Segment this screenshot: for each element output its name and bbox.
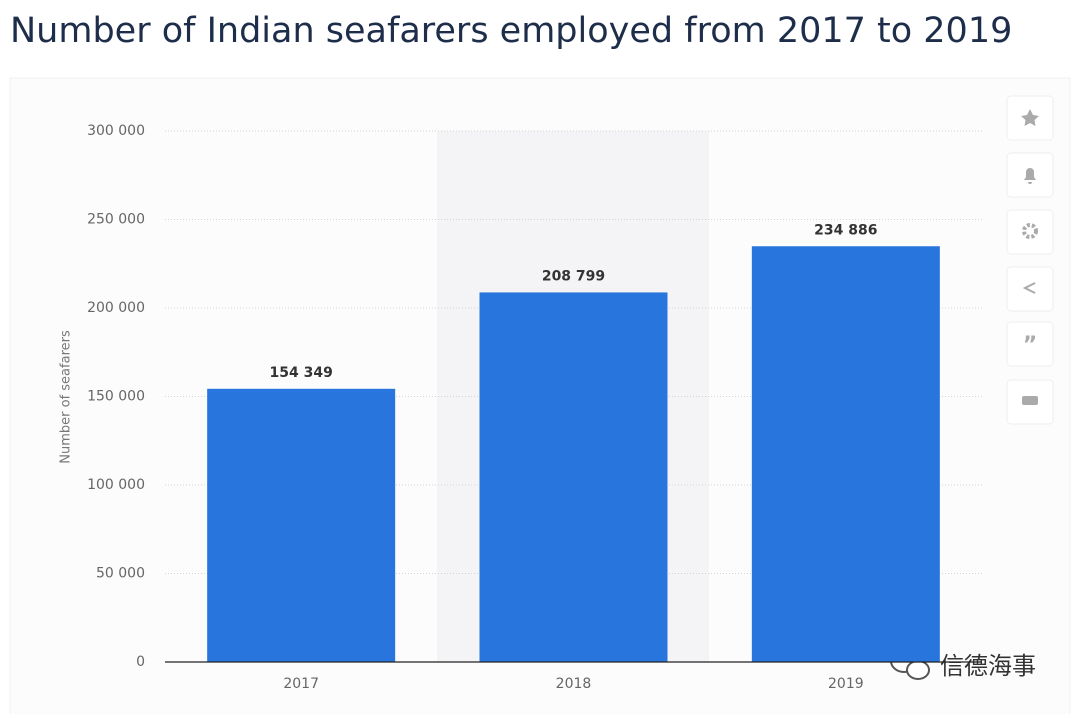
wechat-icon <box>906 660 930 680</box>
x-tick-label: 2017 <box>283 676 319 692</box>
cite-button[interactable] <box>1006 321 1054 367</box>
x-tick-label: 2018 <box>556 676 592 692</box>
y-axis-label: Number of seafarers <box>59 330 74 464</box>
bell-icon <box>1024 168 1036 184</box>
bar <box>207 388 396 662</box>
print-icon <box>1022 396 1038 405</box>
y-tick-label: 300 000 <box>87 123 145 139</box>
x-tick-label: 2019 <box>828 676 864 692</box>
share-button[interactable] <box>1006 266 1054 312</box>
chart-title: Number of Indian seafarers employed from… <box>10 11 1012 51</box>
toolbar: ” <box>1006 95 1054 425</box>
y-tick-label: 50 000 <box>96 566 145 582</box>
data-label: 208 799 <box>542 268 605 284</box>
quote-icon: ” <box>1023 333 1037 358</box>
bar <box>751 246 940 663</box>
y-tick-label: 250 000 <box>87 212 145 228</box>
settings-button[interactable] <box>1006 209 1054 255</box>
watermark-text: 信德海事 <box>940 652 1036 680</box>
data-label: 234 886 <box>814 222 877 238</box>
data-label: 154 349 <box>270 365 333 381</box>
star-icon <box>1021 109 1039 126</box>
gear-icon <box>1022 223 1038 239</box>
y-tick-label: 200 000 <box>87 300 145 316</box>
y-tick-label: 100 000 <box>87 477 145 493</box>
y-tick-label: 0 <box>136 654 145 670</box>
bar <box>479 292 668 662</box>
share-icon <box>1022 282 1036 294</box>
y-tick-label: 150 000 <box>87 389 145 405</box>
